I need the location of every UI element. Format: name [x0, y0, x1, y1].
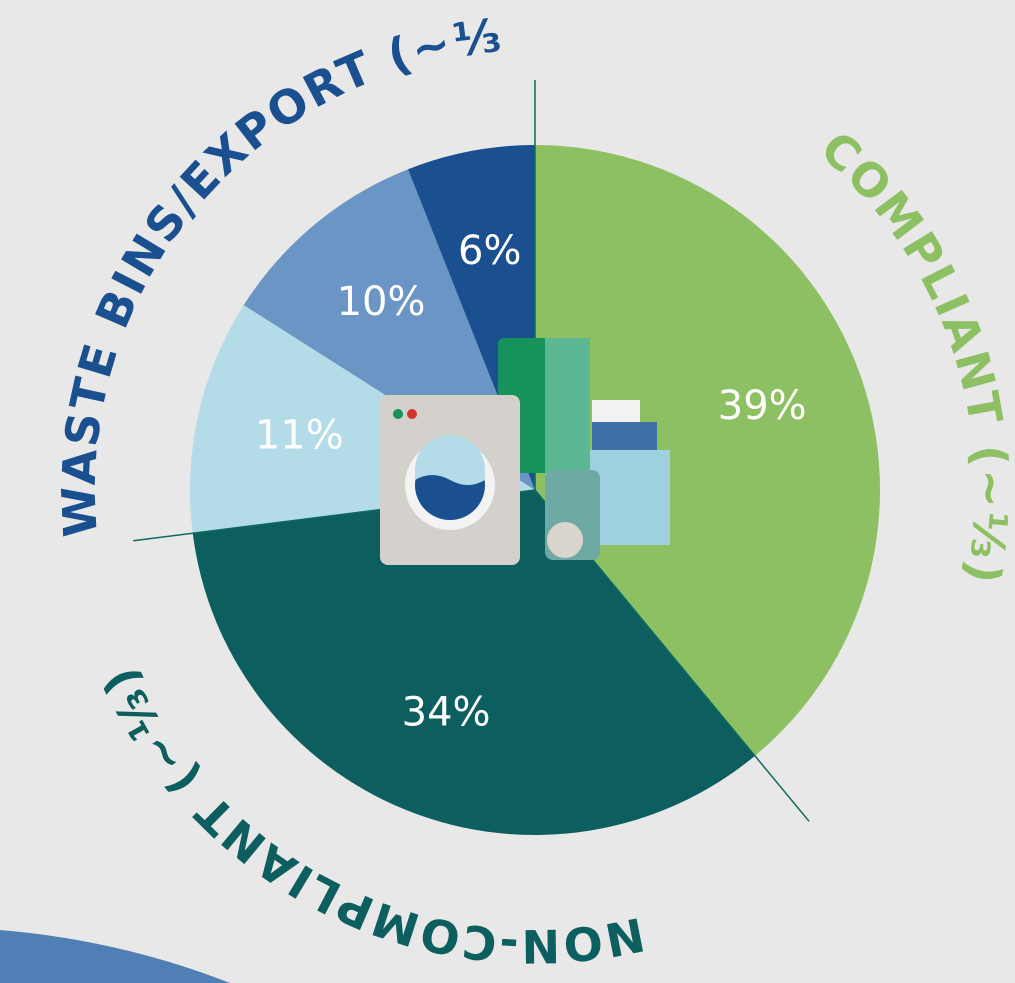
vacuum-wheel	[547, 522, 583, 558]
value-labels: 39% 34% 11% 10% 6%	[255, 228, 807, 736]
value-label: 11%	[255, 412, 344, 458]
value-label: 39%	[718, 383, 807, 429]
pie	[190, 145, 881, 836]
value-label: 34%	[402, 690, 491, 736]
drum-air	[415, 435, 485, 485]
pie-slice	[192, 490, 755, 836]
value-label: 6%	[458, 228, 521, 274]
dot	[407, 409, 417, 419]
dot	[393, 409, 403, 419]
pie-slice	[535, 145, 881, 756]
corner-swoosh	[0, 930, 230, 983]
appliances-icon	[380, 338, 670, 565]
box	[590, 450, 670, 545]
box	[592, 422, 657, 450]
fridge-door	[545, 338, 590, 473]
value-label: 10%	[337, 279, 426, 325]
box	[592, 400, 640, 422]
